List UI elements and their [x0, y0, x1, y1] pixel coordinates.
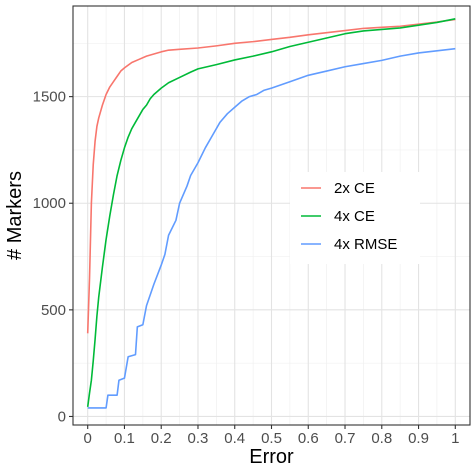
series-line	[86, 18, 456, 334]
x-tick-label: 0.2	[151, 430, 172, 447]
x-tick-label: 0.7	[335, 430, 356, 447]
series-line	[86, 18, 456, 407]
x-tick-label: 0.4	[224, 430, 245, 447]
legend-label: 2x CE	[334, 180, 375, 197]
x-tick-label: 0.6	[298, 430, 319, 447]
x-tick-label: 0.8	[371, 430, 392, 447]
legend-label: 4x CE	[334, 208, 375, 225]
y-tick-label: 1500	[33, 89, 66, 106]
x-tick-label: 0.3	[188, 430, 209, 447]
x-tick-label: 0.1	[114, 430, 135, 447]
x-tick-label: 0	[84, 430, 92, 447]
y-axis-title: # Markers	[4, 171, 26, 260]
y-tick-label: 500	[41, 302, 66, 319]
x-axis-title: Error	[249, 446, 294, 468]
x-axis: 0 0.1 0.2 0.3 0.4 0.5 0.6 0.7 0.8 0.9 1	[84, 425, 459, 447]
legend-label: 4x RMSE	[334, 236, 397, 253]
series-line	[87, 47, 456, 409]
legend: 2x CE 4x CE 4x RMSE	[290, 172, 420, 264]
y-tick-label: 1000	[33, 195, 66, 212]
y-tick-label: 0	[58, 408, 66, 425]
x-tick-label: 1	[451, 430, 459, 447]
y-axis: 0 500 1000 1500	[33, 89, 73, 425]
x-tick-label: 0.9	[408, 430, 429, 447]
series-lines	[86, 18, 456, 409]
x-tick-label: 0.5	[261, 430, 282, 447]
